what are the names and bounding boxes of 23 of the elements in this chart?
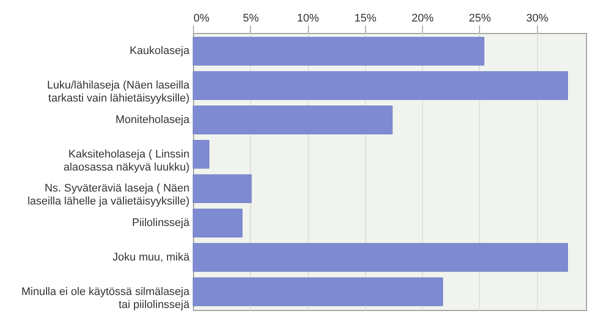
y-tick-label: Joku muu, mikä [112,251,190,264]
y-tick-label: Moniteholaseja [116,114,190,126]
y-tick-label: Piilolinssejä [132,217,190,230]
bar [192,106,393,134]
y-tick-label: Minulla ei ole käytössä silmälaseja tai piilolinssejä [21,286,190,311]
bar [192,174,252,204]
bar [192,36,484,66]
y-tick-label: Luku/lähilaseja (Näen laseilla tarkasti vain lähietäisyyksille) [47,80,190,105]
y-tick-label: Kaksiteholaseja ( Linssin alaosassa näkyvä luukku) [64,148,190,174]
bar [192,277,444,306]
x-tick-label: 5% [242,12,259,24]
y-tick-label: Kaukolaseja [130,45,190,58]
x-tick-label: 30% [526,12,548,24]
bar [192,140,210,169]
x-tick-label: 25% [468,12,492,24]
bar [192,243,568,272]
bar [192,71,568,100]
x-tick-label: 10% [297,12,320,24]
y-tick-label: Ns. Syväteräviä laseja ( Näen laseilla lähelle ja välietäisyyksille) [27,182,190,208]
x-tick-label: 20% [412,12,434,24]
x-tick-label: 0% [194,12,210,24]
x-tick-label: 15% [354,12,377,24]
bar [192,208,243,238]
